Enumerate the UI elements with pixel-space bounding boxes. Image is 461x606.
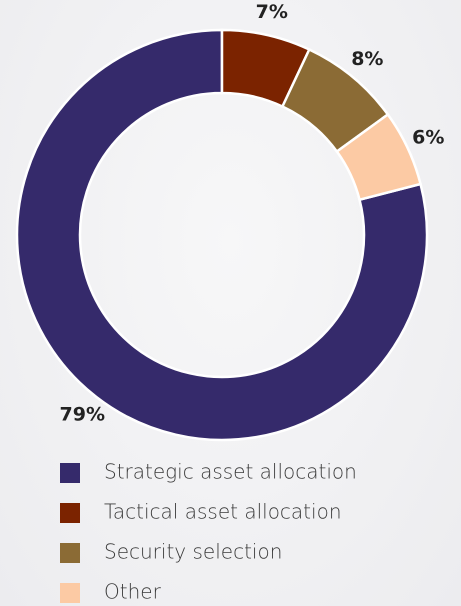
value-label: 79% [60, 404, 105, 426]
legend-swatch [60, 503, 80, 523]
legend-label: Strategic asset allocation [104, 460, 357, 484]
legend-label: Tactical asset allocation [104, 500, 342, 524]
value-label: 6% [412, 126, 444, 148]
slice [335, 112, 423, 202]
legend-swatch [60, 583, 80, 603]
legend-swatch [60, 543, 80, 563]
value-label: 7% [256, 1, 288, 23]
slice [15, 28, 429, 442]
legend-label: Other [104, 580, 162, 604]
value-label: 8% [351, 48, 383, 70]
legend-swatch [60, 463, 80, 483]
legend-label: Security selection [104, 540, 282, 564]
